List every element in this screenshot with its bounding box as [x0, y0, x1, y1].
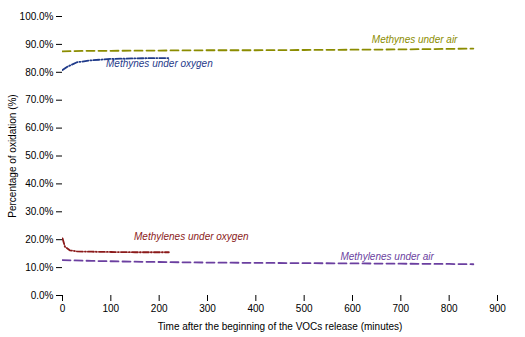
svg-text:0: 0: [60, 303, 66, 314]
svg-text:0.0%: 0.0%: [31, 290, 54, 301]
svg-text:10.0%: 10.0%: [25, 262, 53, 273]
svg-text:800: 800: [441, 303, 458, 314]
svg-text:700: 700: [392, 303, 409, 314]
svg-text:30.0%: 30.0%: [25, 206, 53, 217]
svg-text:60.0%: 60.0%: [25, 122, 53, 133]
svg-text:Percentage of oxidation (%): Percentage of oxidation (%): [7, 94, 18, 217]
svg-text:Methylenes under oxygen: Methylenes under oxygen: [134, 231, 249, 242]
svg-text:Time after the beginning of th: Time after the beginning of the VOCs rel…: [158, 321, 403, 332]
svg-text:100.0%: 100.0%: [20, 11, 54, 22]
svg-text:Methynes under oxygen: Methynes under oxygen: [106, 58, 213, 69]
svg-text:Methylenes under air: Methylenes under air: [340, 251, 434, 262]
svg-text:600: 600: [344, 303, 361, 314]
svg-text:100: 100: [102, 303, 119, 314]
svg-text:20.0%: 20.0%: [25, 234, 53, 245]
svg-text:50.0%: 50.0%: [25, 150, 53, 161]
svg-text:400: 400: [247, 303, 264, 314]
svg-text:70.0%: 70.0%: [25, 94, 53, 105]
svg-text:300: 300: [199, 303, 216, 314]
svg-text:900: 900: [489, 303, 506, 314]
svg-text:80.0%: 80.0%: [25, 67, 53, 78]
svg-text:200: 200: [151, 303, 168, 314]
svg-text:90.0%: 90.0%: [25, 39, 53, 50]
svg-text:40.0%: 40.0%: [25, 178, 53, 189]
svg-text:Methynes under air: Methynes under air: [372, 34, 458, 45]
svg-text:500: 500: [296, 303, 313, 314]
